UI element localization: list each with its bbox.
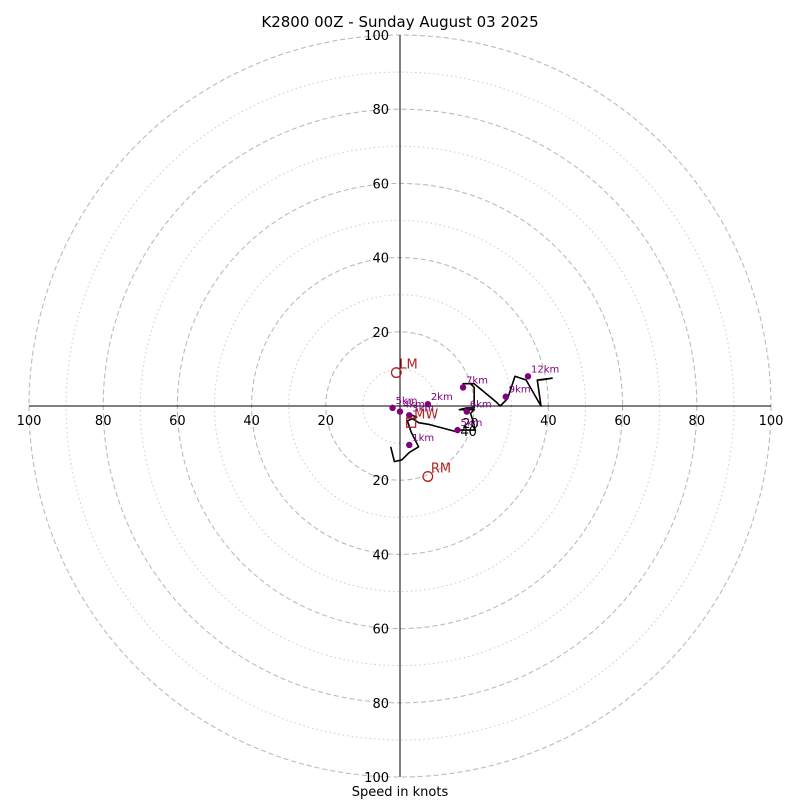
y-tick-label: 100 xyxy=(364,771,389,786)
height-marker-7km xyxy=(459,384,467,391)
hodograph-line xyxy=(389,375,553,463)
y-tick-label: 20 xyxy=(372,474,389,489)
height-label-1km: 1km xyxy=(412,433,434,444)
height-label-5km: 5km xyxy=(396,396,418,407)
storm-motion-marker-RM xyxy=(422,471,434,482)
x-tick-label: 60 xyxy=(614,414,631,429)
height-marker-4km xyxy=(396,408,404,415)
height-label-7km: 7km xyxy=(466,375,488,386)
storm-motion-label-LM: LM xyxy=(399,358,417,373)
height-marker-9km xyxy=(502,393,509,400)
height-label-12km: 12km xyxy=(531,364,559,375)
y-tick-label: 80 xyxy=(372,697,389,712)
height-marker-2km xyxy=(424,400,432,408)
height-marker-6km xyxy=(463,408,470,415)
storm-motion-marker-LM xyxy=(390,367,402,379)
height-marker-5km xyxy=(389,404,396,412)
height-marker-12km xyxy=(524,373,532,380)
y-tick-label: 60 xyxy=(372,623,389,638)
storm-motion-label-MW: MW xyxy=(414,408,438,423)
chart-title: K2800 00Z - Sunday August 03 2025 xyxy=(261,13,538,31)
x-tick-label: 40 xyxy=(460,425,477,440)
y-tick-label: 100 xyxy=(364,29,389,44)
axes xyxy=(29,35,771,777)
y-tick-label: 20 xyxy=(372,326,389,341)
x-axis-label: Speed in knots xyxy=(352,785,449,800)
x-tick-label: 60 xyxy=(169,414,186,429)
x-tick-label: 80 xyxy=(95,414,112,429)
y-tick-label: 80 xyxy=(372,103,389,118)
height-label-2km: 2km xyxy=(431,392,453,403)
x-tick-label: 80 xyxy=(689,414,706,429)
x-tick-label: 40 xyxy=(243,414,260,429)
hodograph xyxy=(389,375,553,463)
x-tick-label: 20 xyxy=(318,414,335,429)
height-label-6km: 6km xyxy=(470,400,492,411)
x-tick-label: 100 xyxy=(759,414,784,429)
storm-motion-markers: LM RM MW xyxy=(390,358,451,482)
height-marker-1km xyxy=(406,441,413,449)
y-tick-label: 60 xyxy=(372,177,389,192)
storm-motion-label-RM: RM xyxy=(431,461,451,476)
x-tick-label: 40 xyxy=(540,414,557,429)
height-label-5km: 5km xyxy=(461,418,483,429)
height-label-3km: 3km xyxy=(412,403,434,414)
mean-wind-marker xyxy=(405,417,417,428)
tick-labels: 100 80 60 40 20 40 60 80 100 100 80 60 40 20 20 40 60 80 1… xyxy=(17,29,784,786)
height-marker-3km xyxy=(406,412,413,419)
height-label-9km: 9km xyxy=(509,385,531,396)
y-tick-label: 40 xyxy=(372,252,389,267)
height-label-4km: 4km xyxy=(403,400,425,411)
y-tick-label: 40 xyxy=(372,548,389,563)
height-marker-5km xyxy=(454,426,461,434)
x-tick-label: 100 xyxy=(17,414,42,429)
